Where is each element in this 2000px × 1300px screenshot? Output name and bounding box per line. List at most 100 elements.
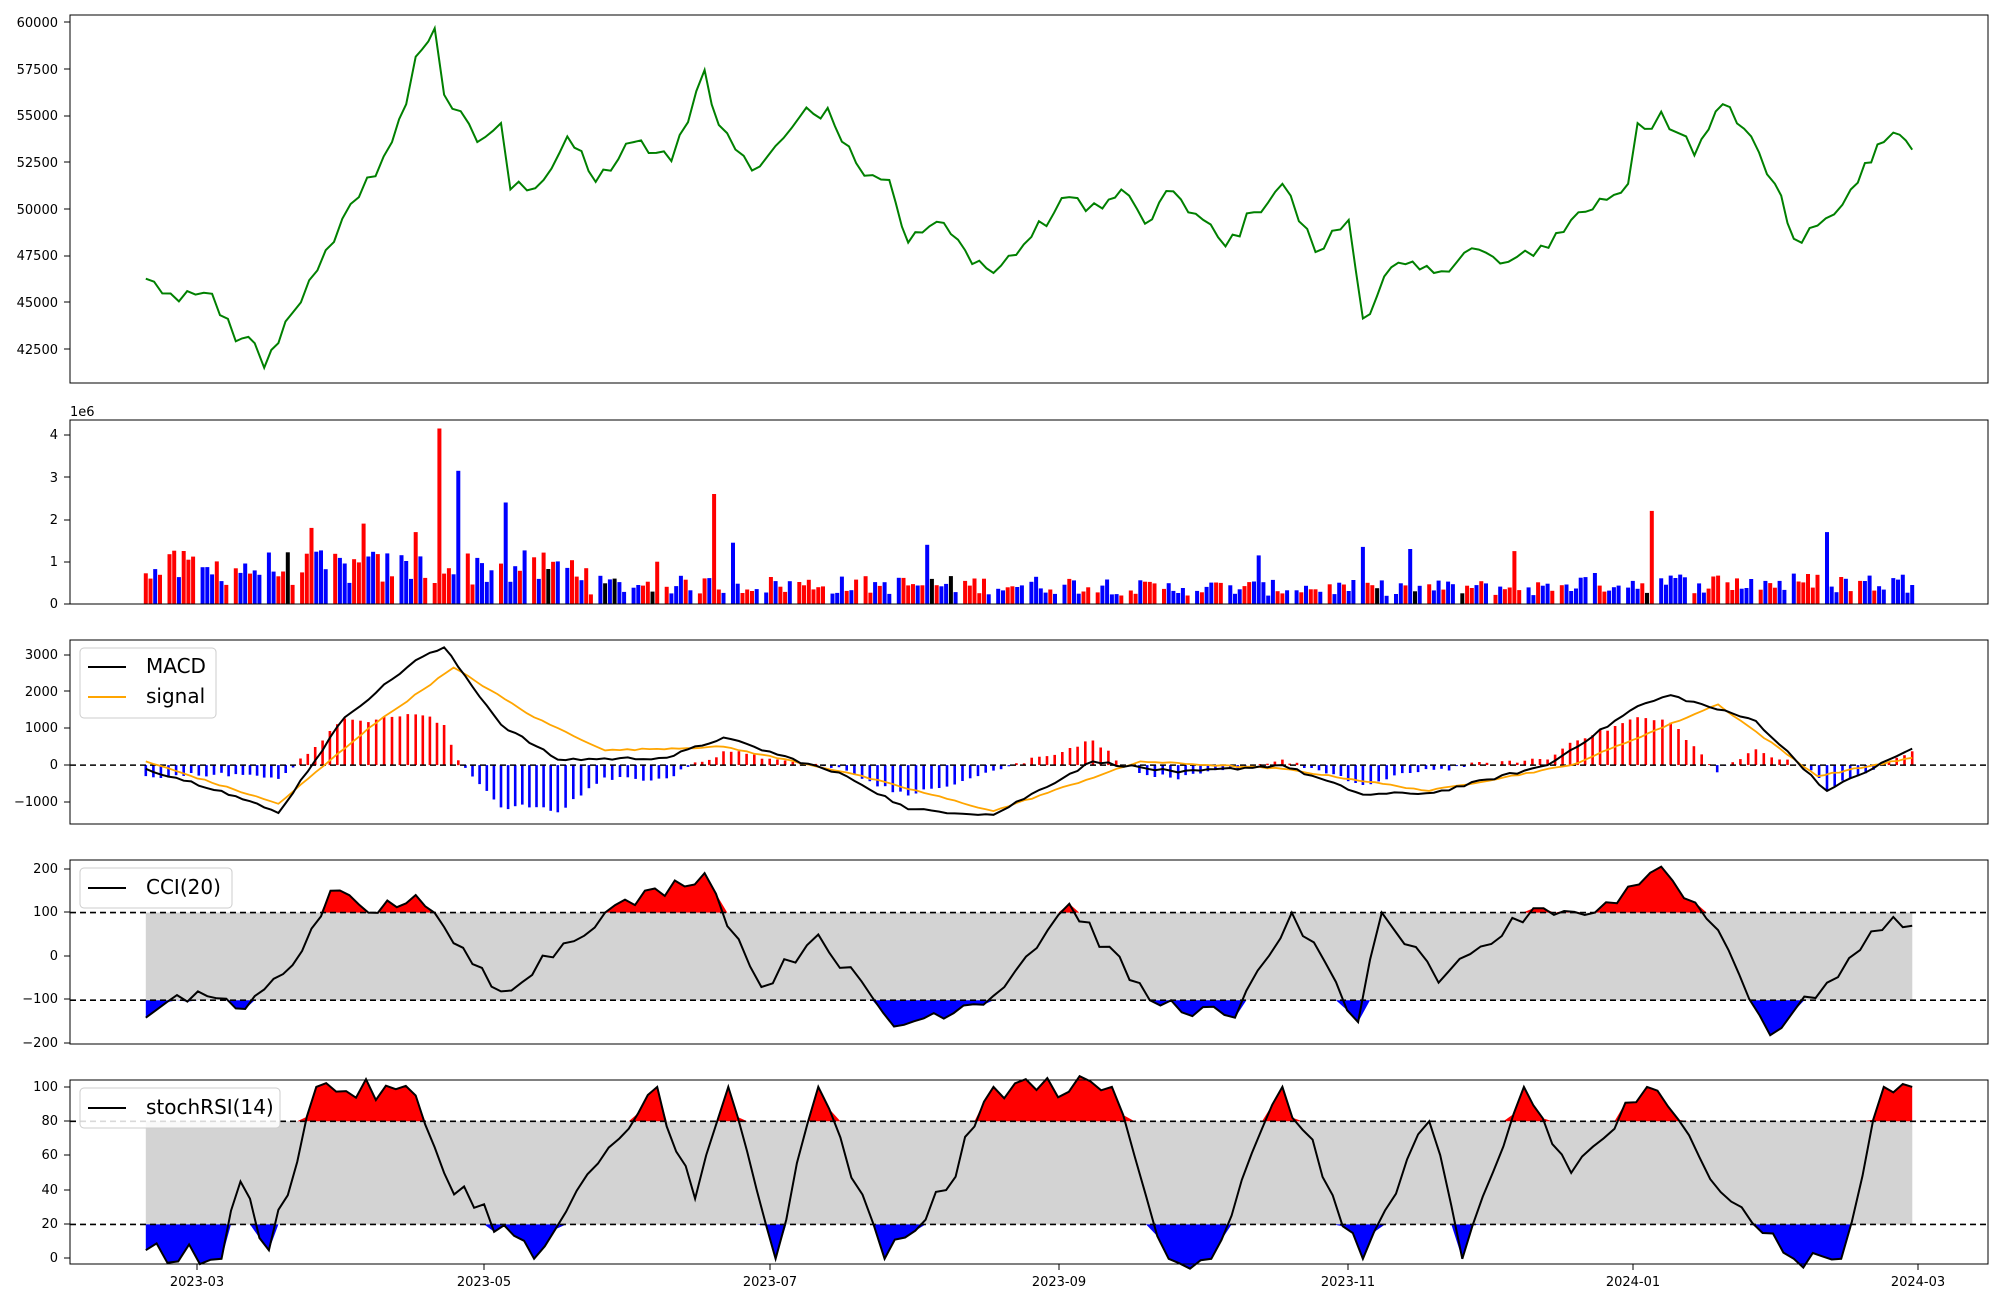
volume-bar <box>1043 592 1048 604</box>
volume-bar <box>480 563 484 604</box>
cci-ytick: 200 <box>33 862 58 877</box>
macd-histogram-bar <box>906 765 910 796</box>
volume-bar <box>1337 582 1342 604</box>
macd-histogram-bar <box>693 762 697 766</box>
macd-histogram-bar <box>1317 765 1321 771</box>
volume-bar <box>1062 584 1067 604</box>
volume-bar <box>1649 510 1654 604</box>
volume-bar <box>1010 586 1015 604</box>
macd-histogram-bar <box>953 765 956 785</box>
macd-histogram-bar <box>1199 765 1202 774</box>
macd-histogram-bar <box>506 765 510 810</box>
macd-histogram-bar <box>891 765 895 793</box>
volume-bar <box>1711 576 1716 604</box>
volume-bar <box>385 553 390 604</box>
cci-ytick: 100 <box>33 905 58 920</box>
volume-bar <box>1578 577 1583 604</box>
x-tick-label: 2023-11 <box>1321 1275 1375 1290</box>
volume-bar <box>1806 574 1810 604</box>
price-ytick: 45000 <box>17 296 58 311</box>
macd-histogram-bar <box>227 765 230 777</box>
volume-bar <box>281 571 286 604</box>
volume-bar <box>1375 588 1380 604</box>
volume-ytick: 0 <box>50 597 58 612</box>
macd-histogram-bar <box>876 765 879 787</box>
macd-histogram-bar <box>626 765 630 778</box>
macd-histogram-bar <box>1053 754 1056 766</box>
macd-histogram-bar <box>1576 740 1579 766</box>
volume-bar <box>925 544 930 604</box>
volume-bar <box>1597 585 1602 604</box>
volume-bar <box>754 589 759 604</box>
macd-histogram-bar <box>1508 760 1511 766</box>
volume-bar <box>650 591 655 604</box>
macd-histogram-bar <box>313 747 317 766</box>
volume-bar <box>380 581 385 604</box>
macd-histogram-bar <box>1273 761 1277 766</box>
price-ytick: 47500 <box>17 249 58 264</box>
volume-bar <box>143 573 148 604</box>
volume-bar <box>1370 585 1375 604</box>
volume-bar <box>1166 583 1171 604</box>
volume-bar <box>716 589 721 604</box>
macd-histogram-bar <box>521 765 524 805</box>
macd-histogram-bar <box>159 765 163 778</box>
volume-bar <box>1119 595 1124 604</box>
volume-bar <box>735 583 740 604</box>
macd-histogram-bar <box>968 765 972 779</box>
volume-bar <box>555 561 560 604</box>
macd-histogram-bar <box>945 765 949 787</box>
volume-bar <box>522 550 527 604</box>
macd-histogram-bar <box>382 717 386 766</box>
volume-bar <box>1910 585 1915 604</box>
stochrsi-legend-label: stochRSI(14) <box>146 1095 274 1119</box>
volume-bar <box>1252 581 1256 604</box>
volume-bar <box>233 568 238 604</box>
macd-histogram-bar <box>768 758 771 766</box>
volume-bar <box>1176 593 1181 604</box>
macd-histogram-bar <box>1440 765 1443 769</box>
volume-bar <box>186 559 191 604</box>
volume-bar <box>612 578 617 604</box>
volume-bar <box>210 574 215 604</box>
volume-bar <box>740 593 745 604</box>
volume-bar <box>314 551 319 604</box>
volume-bar <box>1072 580 1076 604</box>
macd-histogram-bar <box>406 714 410 766</box>
volume-bar <box>300 572 305 604</box>
volume-bar <box>1607 590 1612 604</box>
volume-bar <box>1162 588 1166 604</box>
volume-bar <box>1862 581 1867 604</box>
volume-bar <box>243 563 248 604</box>
volume-bar <box>911 584 915 604</box>
volume-bar <box>342 563 347 604</box>
macd-histogram-bar <box>1809 765 1813 771</box>
volume-bar <box>953 592 958 604</box>
volume-bar <box>1664 584 1668 604</box>
macd-histogram-bar <box>270 765 273 778</box>
macd-histogram-bar <box>1393 765 1396 776</box>
volume-bar <box>276 576 281 604</box>
macd-histogram-bar <box>1408 765 1412 773</box>
macd-histogram-bar <box>1739 759 1742 766</box>
macd-histogram-bar <box>321 740 324 766</box>
volume-bar <box>1810 587 1815 604</box>
volume-bar <box>1796 581 1801 604</box>
macd-histogram-bar <box>414 714 417 766</box>
volume-bar <box>484 581 489 604</box>
macd-histogram-bar <box>556 765 560 813</box>
volume-bar <box>176 577 181 604</box>
macd-histogram-bar <box>845 765 848 771</box>
volume-bar <box>1834 592 1839 604</box>
volume-bar <box>1138 580 1143 604</box>
volume-bar <box>982 578 986 604</box>
volume-bar <box>849 590 854 604</box>
volume-bar <box>1261 582 1266 604</box>
volume-bar <box>356 562 361 604</box>
macd-panel: 3000 2000 1000 0 −1000 MACD signal <box>14 639 1989 825</box>
macd-histogram-bar <box>471 765 474 777</box>
volume-bar <box>877 585 882 604</box>
volume-bar <box>1199 592 1204 604</box>
volume-bar <box>1185 595 1190 604</box>
volume-bar <box>1848 591 1853 604</box>
